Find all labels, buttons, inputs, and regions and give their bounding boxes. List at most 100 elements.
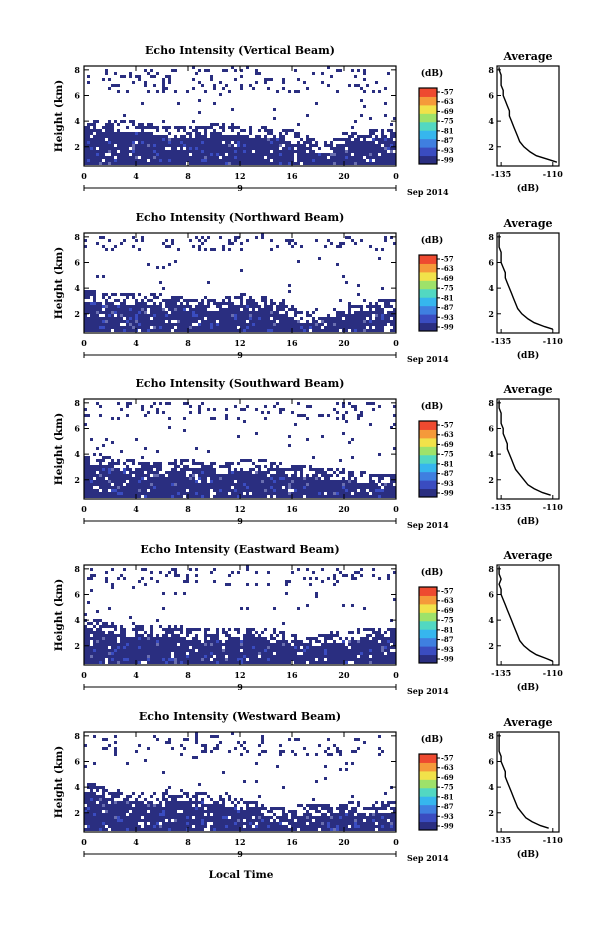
echo-cell: [231, 162, 234, 165]
echo-cell: [147, 480, 150, 483]
echo-cell: [351, 147, 354, 150]
echo-cell: [132, 314, 135, 317]
echo-cell: [141, 150, 144, 153]
echo-cell: [231, 242, 234, 245]
echo-cell: [129, 486, 132, 489]
echo-cell: [369, 162, 372, 165]
echo-cell: [312, 658, 315, 661]
echo-cell: [105, 471, 108, 474]
echo-cell: [312, 153, 315, 156]
echo-cell: [159, 326, 162, 329]
echo-cell: [228, 628, 231, 631]
echo-cell: [324, 640, 327, 643]
echo-cell: [336, 90, 339, 93]
echo-cell: [303, 486, 306, 489]
echo-cell: [384, 323, 387, 326]
echo-cell: [90, 819, 93, 822]
echo-cell: [369, 159, 372, 162]
echo-cell: [84, 798, 87, 801]
echo-cell: [174, 459, 177, 462]
echo-cell: [231, 129, 234, 132]
echo-cell: [150, 305, 153, 308]
echo-cell: [87, 126, 90, 129]
echo-cell: [153, 126, 156, 129]
time-tick-label: 4: [133, 338, 139, 348]
echo-cell: [354, 141, 357, 144]
echo-cell: [321, 468, 324, 471]
echo-cell: [330, 153, 333, 156]
echo-cell: [96, 786, 99, 789]
echo-cell: [381, 646, 384, 649]
echo-cell: [327, 314, 330, 317]
echo-cell: [384, 236, 387, 239]
echo-cell: [216, 483, 219, 486]
echo-cell: [258, 643, 261, 646]
echo-cell: [273, 329, 276, 332]
echo-cell: [354, 492, 357, 495]
echo-cell: [96, 495, 99, 498]
echo-cell: [207, 144, 210, 147]
echo-cell: [144, 296, 147, 299]
echo-cell: [267, 329, 270, 332]
echo-cell: [111, 807, 114, 810]
echo-cell: [336, 159, 339, 162]
profile-db-label: (dB): [517, 682, 539, 693]
echo-cell: [315, 495, 318, 498]
echo-cell: [393, 598, 396, 601]
echo-cell: [351, 329, 354, 332]
echo-cell: [171, 162, 174, 165]
echo-cell: [255, 144, 258, 147]
echo-cell: [225, 159, 228, 162]
echo-cell: [195, 495, 198, 498]
echo-cell: [141, 655, 144, 658]
echo-cell: [258, 471, 261, 474]
time-tick-label: 0: [81, 338, 87, 348]
echo-cell: [87, 783, 90, 786]
echo-cell: [207, 141, 210, 144]
echo-cell: [105, 248, 108, 251]
echo-cell: [270, 652, 273, 655]
echo-cell: [147, 646, 150, 649]
echo-cell: [165, 640, 168, 643]
echo-cell: [306, 156, 309, 159]
echo-cell: [303, 652, 306, 655]
echo-cell: [237, 492, 240, 495]
echo-cell: [378, 643, 381, 646]
echo-cell: [108, 744, 111, 747]
echo-cell: [111, 661, 114, 664]
echo-cell: [297, 492, 300, 495]
echo-cell: [321, 661, 324, 664]
echo-cell: [108, 637, 111, 640]
echo-cell: [159, 317, 162, 320]
echo-cell: [222, 302, 225, 305]
echo-cell: [201, 242, 204, 245]
colorbar-band: [419, 437, 437, 447]
echo-cell: [129, 311, 132, 314]
echo-cell: [276, 138, 279, 141]
echo-cell: [141, 634, 144, 637]
echo-cell: [354, 314, 357, 317]
echo-cell: [348, 305, 351, 308]
echo-cell: [201, 471, 204, 474]
echo-cell: [108, 120, 111, 123]
echo-cell: [291, 634, 294, 637]
echo-cell: [342, 640, 345, 643]
echo-cell: [204, 156, 207, 159]
echo-cell: [168, 317, 171, 320]
echo-cell: [363, 643, 366, 646]
echo-cell: [240, 643, 243, 646]
echo-cell: [393, 135, 396, 138]
echo-cell: [372, 568, 375, 571]
echo-cell: [174, 637, 177, 640]
echo-cell: [87, 658, 90, 661]
echo-cell: [90, 290, 93, 293]
echo-cell: [381, 649, 384, 652]
echo-cell: [339, 480, 342, 483]
echo-cell: [273, 405, 276, 408]
echo-cell: [129, 120, 132, 123]
echo-cell: [294, 640, 297, 643]
echo-cell: [249, 658, 252, 661]
echo-cell: [120, 317, 123, 320]
echo-cell: [279, 138, 282, 141]
echo-cell: [240, 144, 243, 147]
